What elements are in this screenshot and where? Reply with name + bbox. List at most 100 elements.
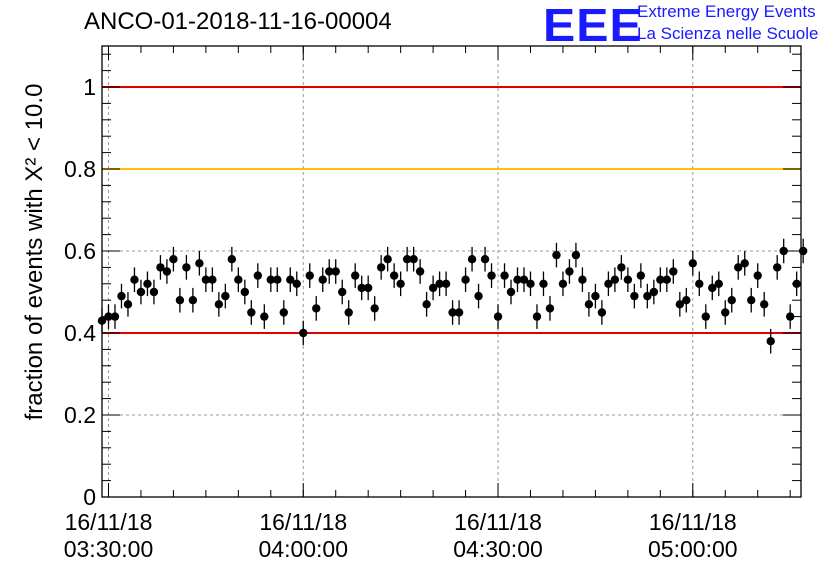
data-point — [493, 312, 503, 321]
data-point — [130, 275, 139, 284]
data-point — [383, 255, 392, 264]
data-point — [727, 296, 736, 305]
data-point — [610, 275, 620, 284]
data-point — [760, 300, 769, 309]
data-point — [701, 312, 710, 321]
data-point — [273, 275, 282, 284]
data-point — [344, 308, 353, 317]
data-point — [623, 275, 633, 284]
data-point — [558, 279, 568, 288]
data-point — [571, 250, 581, 260]
data-point — [182, 263, 191, 272]
data-point — [325, 267, 334, 276]
reference-lines — [102, 86, 801, 334]
y-tick-label: 0.6 — [64, 238, 96, 264]
data-point — [532, 312, 542, 321]
data-point — [500, 271, 509, 280]
data-point — [370, 304, 379, 313]
data-point — [175, 296, 185, 305]
data-point — [338, 287, 347, 297]
data-point — [299, 328, 308, 338]
chart-title: ANCO-01-2018-11-16-00004 — [84, 8, 392, 35]
data-point — [630, 291, 639, 301]
data-point — [234, 275, 243, 284]
data-point — [708, 283, 717, 293]
axes: 00.20.40.60.8116/11/1803:30:0016/11/1804… — [64, 46, 801, 562]
data-point — [747, 296, 756, 305]
data-point — [565, 267, 574, 276]
data-point — [214, 300, 224, 309]
x-tick-label-date: 16/11/18 — [65, 509, 153, 535]
data-point — [448, 308, 457, 317]
data-point — [409, 255, 418, 264]
data-point — [643, 291, 652, 301]
data-point — [136, 287, 146, 297]
x-tick-label-time: 04:00:00 — [258, 536, 348, 562]
data-point — [695, 279, 704, 288]
data-point — [415, 267, 425, 276]
data-point — [474, 291, 483, 301]
data-point — [195, 259, 204, 268]
data-point — [149, 287, 159, 297]
y-tick-label: 0 — [83, 484, 96, 510]
data-point — [201, 275, 211, 284]
data-point — [669, 267, 678, 276]
data-point — [292, 279, 301, 288]
data-series — [97, 238, 808, 354]
x-tick-label-time: 04:30:00 — [453, 536, 543, 562]
y-tick-label: 0.8 — [64, 156, 96, 182]
data-point — [253, 271, 263, 280]
data-point — [552, 250, 561, 260]
data-point — [487, 271, 496, 280]
data-point — [506, 287, 516, 297]
y-axis-label: fraction of events with X² < 10.0 — [21, 84, 48, 421]
data-point — [604, 279, 613, 288]
data-point — [240, 287, 250, 297]
data-point — [513, 275, 522, 284]
data-point — [480, 255, 490, 264]
data-point — [636, 271, 646, 280]
data-point — [117, 291, 126, 301]
data-point — [143, 279, 152, 288]
data-point — [688, 259, 697, 268]
data-point — [649, 287, 659, 297]
eee-logo-mark: EEE — [543, 0, 643, 51]
data-point — [682, 296, 691, 305]
data-point — [350, 271, 360, 280]
data-point — [461, 275, 470, 284]
plot-frame — [101, 45, 802, 498]
data-point — [545, 304, 555, 313]
data-point — [188, 296, 198, 305]
data-point — [714, 279, 723, 288]
data-point — [305, 271, 314, 280]
data-point — [402, 255, 412, 264]
data-point — [772, 263, 782, 272]
data-point — [156, 263, 165, 272]
logo-text-line2: La Scienza nelle Scuole — [637, 24, 819, 43]
data-point — [162, 267, 172, 276]
data-point — [169, 255, 178, 264]
x-tick-label-date: 16/11/18 — [649, 509, 737, 535]
data-point — [208, 275, 217, 284]
data-point — [597, 308, 607, 317]
data-point — [428, 283, 438, 293]
data-point — [260, 312, 269, 321]
data-point — [656, 275, 665, 284]
data-point — [539, 279, 548, 288]
x-tick-label-time: 03:30:00 — [64, 536, 154, 562]
data-point — [312, 304, 321, 313]
data-point — [331, 267, 340, 276]
data-point — [266, 275, 275, 284]
data-point — [753, 271, 762, 280]
x-tick-label-time: 05:00:00 — [648, 536, 738, 562]
data-point — [617, 263, 626, 272]
data-point — [363, 283, 373, 293]
data-point — [247, 308, 256, 317]
y-tick-label: 0.4 — [64, 320, 96, 346]
data-point — [467, 255, 477, 264]
data-point — [389, 271, 399, 280]
data-point — [578, 275, 587, 284]
data-point — [227, 255, 237, 264]
data-point — [662, 275, 672, 284]
